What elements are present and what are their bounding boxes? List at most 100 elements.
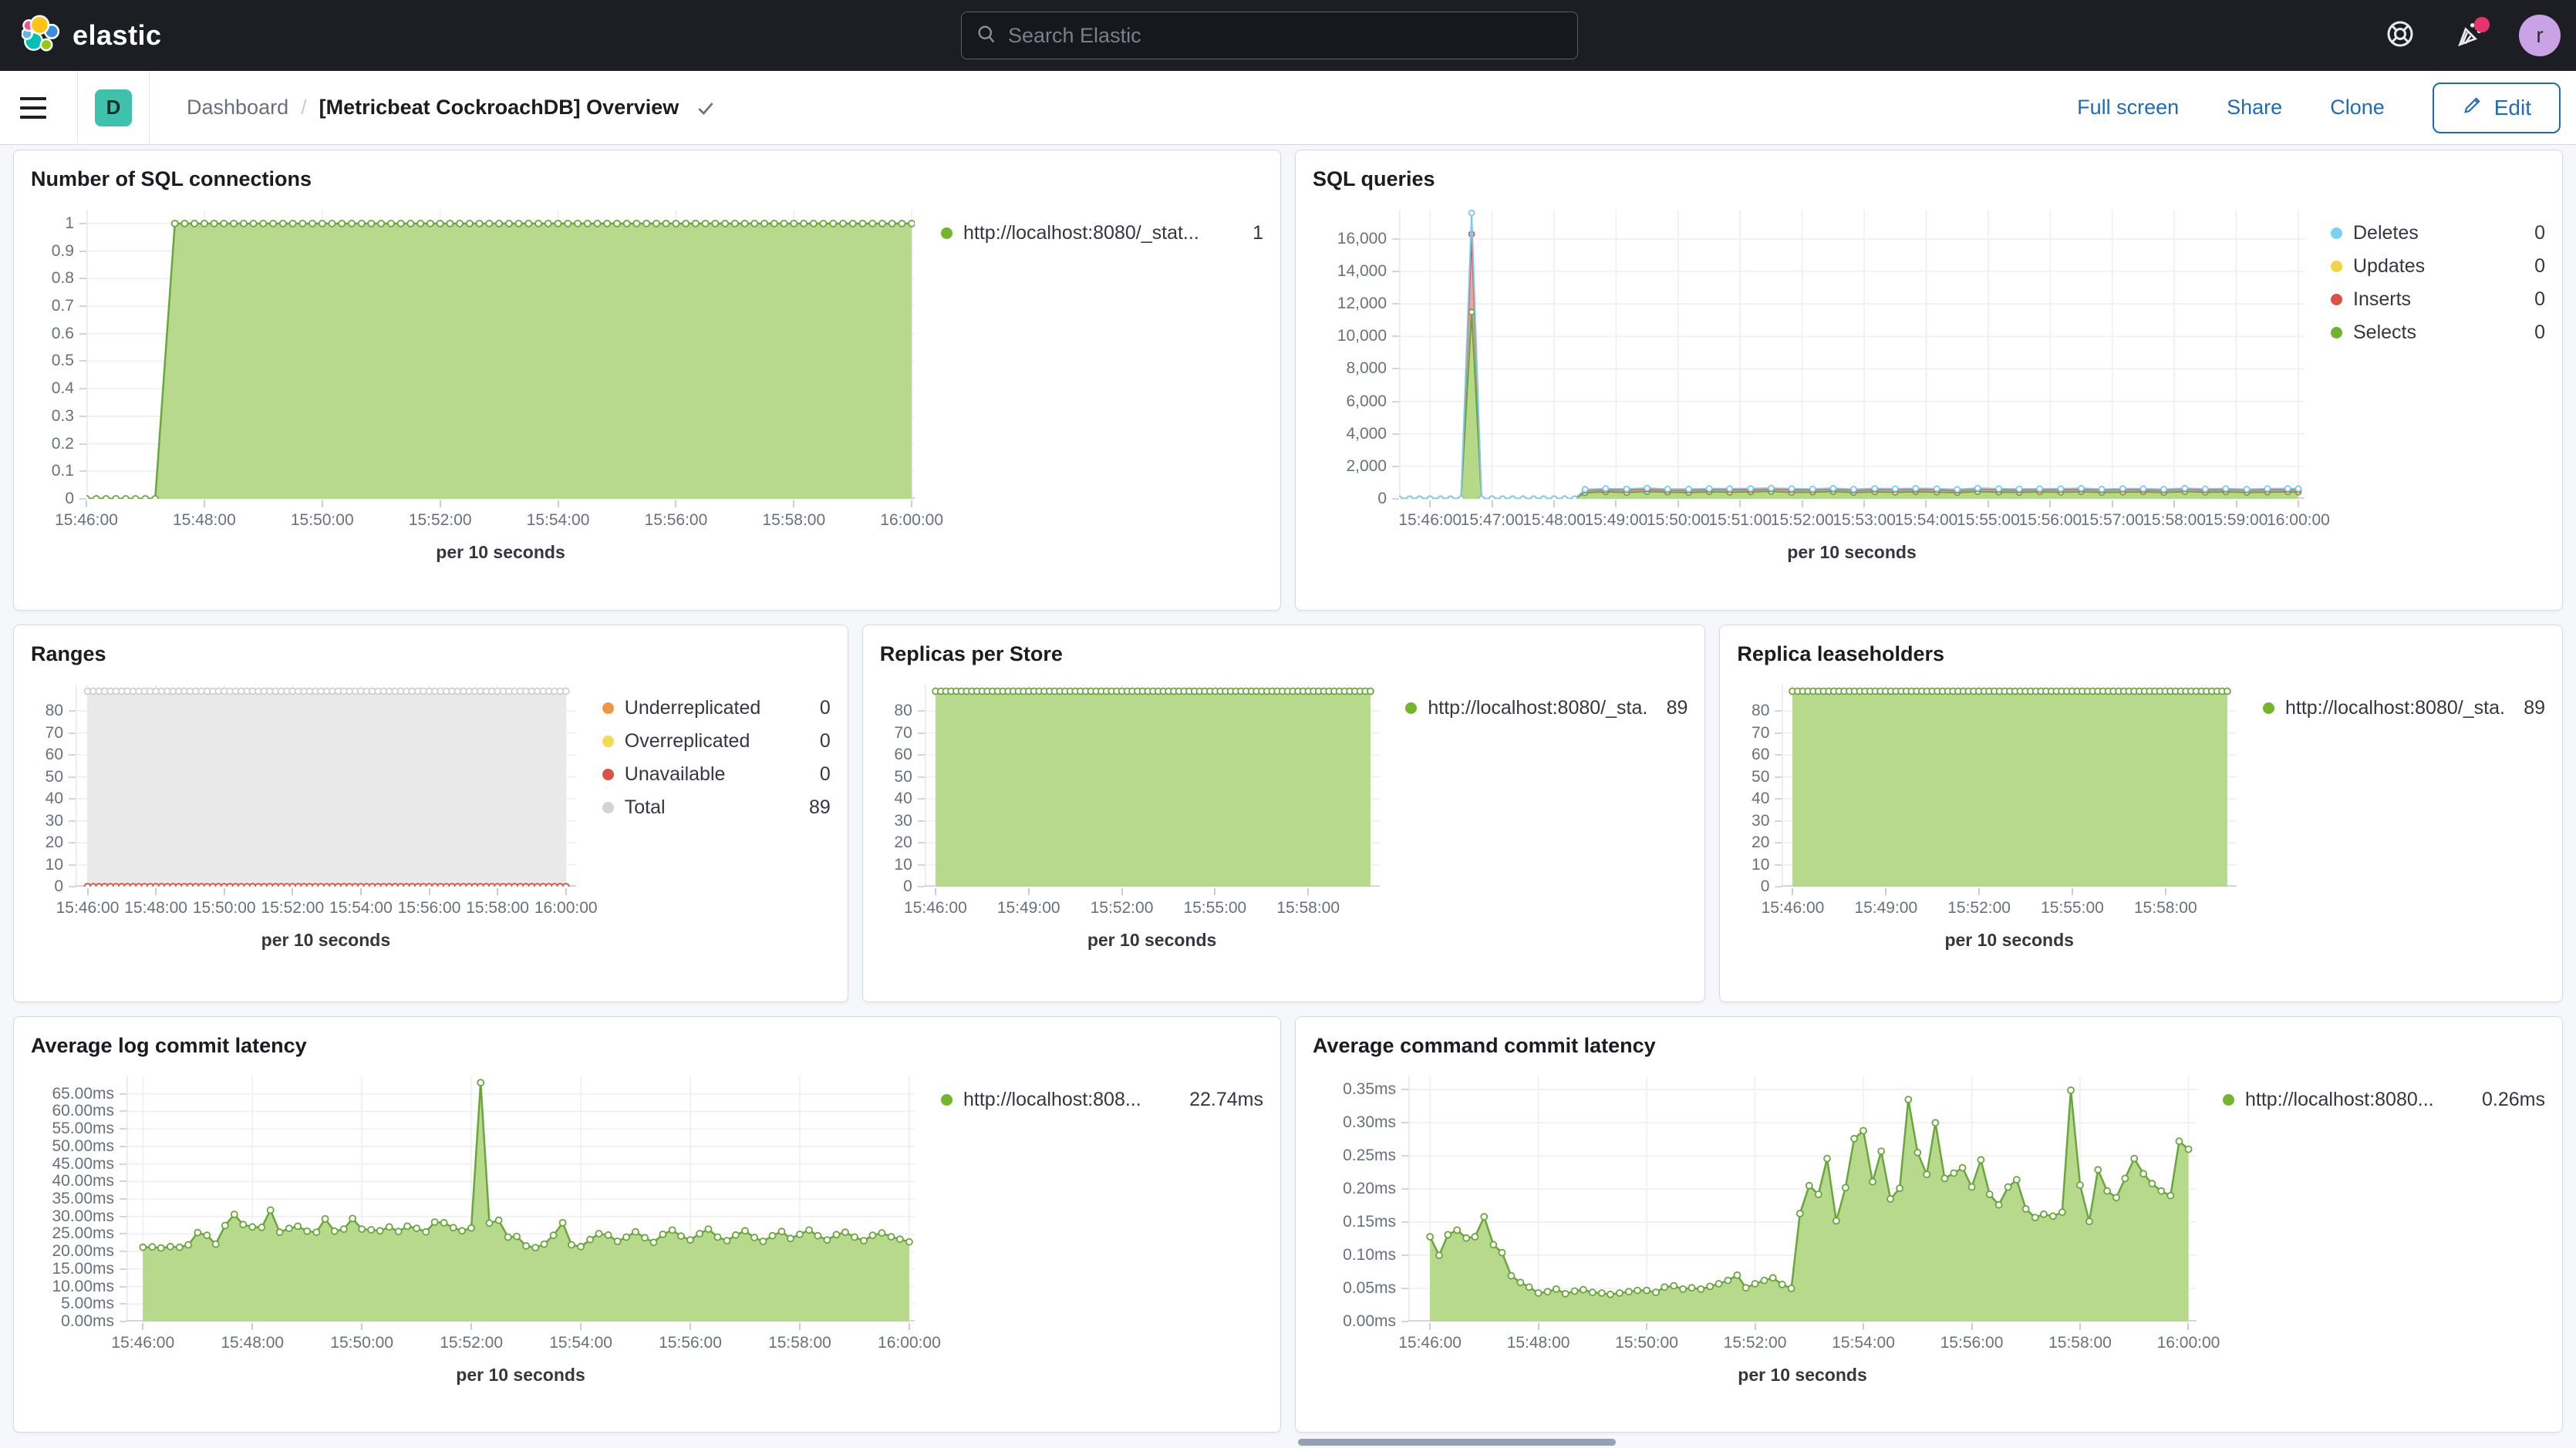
search-input[interactable] [1008, 23, 1563, 48]
panel-title: Replicas per Store [879, 642, 1063, 665]
divider [149, 70, 150, 145]
legend-dot [2331, 261, 2342, 272]
legend-value: 89 [2524, 697, 2545, 719]
plot-area[interactable] [1395, 209, 2305, 503]
sql-queries-chart[interactable]: 0 2,000 4,000 6,000 8,000 10,000 12,000 14,000 1… [1313, 209, 2545, 563]
legend: http://localhost:8080/_sta... 89 [1379, 685, 1688, 951]
y-axis-label: 30 [46, 811, 76, 831]
legend-item[interactable]: http://localhost:8080/_stat... 1 [941, 222, 1263, 244]
legend-item[interactable]: Deletes 0 [2331, 222, 2545, 244]
legend-item[interactable]: Updates 0 [2331, 255, 2545, 278]
x-axis-label: 15:58:00 [768, 1334, 831, 1352]
dashboard-toolbar: D Dashboard / [Metricbeat CockroachDB] O… [0, 70, 2576, 145]
legend-item[interactable]: http://localhost:808... 22.74ms [941, 1089, 1263, 1111]
legend-dot [2263, 702, 2274, 714]
divider [77, 70, 78, 145]
command-commit-latency-chart[interactable]: 0.00ms 0.05ms 0.10ms 0.15ms 0.20ms 0.25ms 0.30… [1313, 1076, 2545, 1386]
y-axis-label: 0.00ms [61, 1312, 126, 1332]
x-axis-label: 15:50:00 [1646, 511, 1710, 529]
y-axis-label: 60 [894, 745, 925, 765]
replicas-per-store-chart[interactable]: 0 10 20 30 40 50 60 70 80 15:46:00 15:49:00 15:52:0… [880, 685, 1688, 951]
y-axis: 0 10 20 30 40 50 60 70 80 [1737, 685, 1782, 895]
plot-area[interactable] [1782, 685, 2237, 887]
x-axis: 15:46:00 15:48:00 15:50:00 15:52:00 15:54:00… [1398, 1323, 2220, 1359]
news-button[interactable] [2450, 15, 2490, 56]
legend-dot [2331, 327, 2342, 338]
legend-value: 1 [1253, 222, 1263, 244]
legend-item[interactable]: Unavailable 0 [602, 763, 831, 786]
x-axis-label: 15:49:00 [996, 899, 1060, 917]
legend-item[interactable]: http://localhost:8080... 0.26ms [2223, 1089, 2545, 1111]
y-axis-label: 10 [894, 855, 925, 875]
dashboard-app-badge[interactable]: D [95, 89, 132, 126]
plot-area[interactable] [924, 685, 1380, 887]
legend-item[interactable]: http://localhost:8080/_sta... 89 [2263, 697, 2545, 719]
legend-dot [1405, 702, 1418, 714]
y-axis-label: 0.10ms [1343, 1245, 1408, 1265]
y-axis-label: 80 [1752, 701, 1782, 721]
x-axis-label: 15:51:00 [1708, 511, 1772, 529]
legend-dot [2331, 294, 2342, 305]
legend-item[interactable]: Total 89 [602, 796, 831, 819]
legend-value: 89 [808, 796, 831, 818]
breadcrumb-dashboard[interactable]: Dashboard [187, 96, 289, 119]
plot-area[interactable] [1408, 1076, 2197, 1322]
y-axis-label: 6,000 [1346, 392, 1399, 412]
x-axis-title: per 10 seconds [1087, 930, 1217, 950]
plot-area[interactable] [126, 1076, 915, 1322]
saved-check-icon[interactable] [696, 98, 716, 118]
y-axis-label: 0 [54, 877, 76, 897]
y-axis-label: 0.30ms [1343, 1113, 1408, 1133]
legend-label: Overreplicated [624, 730, 750, 752]
avatar[interactable]: r [2519, 15, 2561, 56]
legend: Deletes 0 Updates 0 Inserts 0 Selects 0 [2305, 210, 2545, 563]
page-title: [Metricbeat CockroachDB] Overview [319, 96, 679, 119]
replica-leaseholders-chart[interactable]: 0 10 20 30 40 50 60 70 80 15:46:00 15:49:00 15:52:0… [1737, 685, 2545, 951]
legend-dot [941, 1094, 953, 1106]
legend-item[interactable]: Overreplicated 0 [602, 730, 831, 753]
chart-svg [83, 210, 916, 503]
x-axis-label: 15:46:00 [1761, 899, 1825, 917]
panel-replicas-per-store: Replicas per Store 0 10 20 30 40 50 60 70 80 15:4… [861, 625, 1706, 1002]
plot-area[interactable] [76, 685, 576, 891]
y-axis-label: 0 [65, 489, 86, 509]
legend-item[interactable]: Inserts 0 [2331, 288, 2545, 311]
y-axis-label: 0 [1377, 489, 1399, 509]
legend-value: 89 [1666, 697, 1688, 719]
elastic-logo-icon [21, 14, 60, 57]
y-axis-label: 50 [894, 767, 925, 787]
edit-button[interactable]: Edit [2432, 82, 2561, 133]
ranges-chart[interactable]: 0 10 20 30 40 50 60 70 80 15:46:00 15:48:00 15:50:0… [31, 685, 831, 951]
x-axis-label: 15:59:00 [2204, 511, 2268, 529]
legend-label: http://localhost:808... [963, 1089, 1141, 1110]
sql-connections-chart[interactable]: 0 0.1 0.2 0.3 0.4 0.5 0.6 0.7 0.8 0.9 1 15:46:00 15:… [31, 210, 1263, 563]
clone-button[interactable]: Clone [2330, 96, 2385, 119]
legend-label: http://localhost:8080/_stat... [963, 222, 1199, 244]
legend-dot [602, 736, 614, 747]
full-screen-button[interactable]: Full screen [2077, 96, 2180, 119]
x-axis-label: 15:46:00 [904, 899, 967, 917]
plot-area[interactable] [83, 210, 916, 503]
x-axis-label: 16:00:00 [2156, 1334, 2220, 1352]
legend-value: 0 [819, 763, 831, 785]
legend-item[interactable]: Underreplicated 0 [602, 697, 831, 719]
share-button[interactable]: Share [2227, 96, 2283, 119]
global-search[interactable] [961, 12, 1578, 59]
legend-item[interactable]: Selects 0 [2331, 322, 2545, 344]
y-axis-label: 40 [46, 789, 76, 809]
menu-button[interactable] [20, 88, 60, 128]
y-axis-label: 0.6 [52, 324, 86, 344]
chart-svg [1395, 209, 2305, 503]
y-axis-label: 0.05ms [1343, 1278, 1408, 1298]
x-axis: 15:46:00 15:47:00 15:48:00 15:49:00 15:50:00… [1398, 500, 2330, 536]
y-axis: 0 2,000 4,000 6,000 8,000 10,000 12,000 14,000 1… [1313, 210, 1399, 507]
legend-item[interactable]: http://localhost:8080/_sta... 89 [1405, 697, 1688, 719]
y-axis-label: 60 [1752, 745, 1782, 765]
x-axis-label: 15:46:00 [1398, 511, 1462, 529]
x-axis-label: 15:50:00 [330, 1334, 394, 1352]
y-axis: 0.00ms 0.05ms 0.10ms 0.15ms 0.20ms 0.25ms 0.30… [1313, 1076, 1408, 1330]
horizontal-scrollbar-thumb[interactable] [1298, 1439, 1616, 1446]
log-commit-latency-chart[interactable]: 0.00ms 5.00ms 10.00ms 15.00ms 20.00ms 25.00ms… [31, 1076, 1263, 1386]
elastic-logo[interactable]: elastic [21, 14, 162, 57]
help-button[interactable] [2380, 15, 2420, 56]
